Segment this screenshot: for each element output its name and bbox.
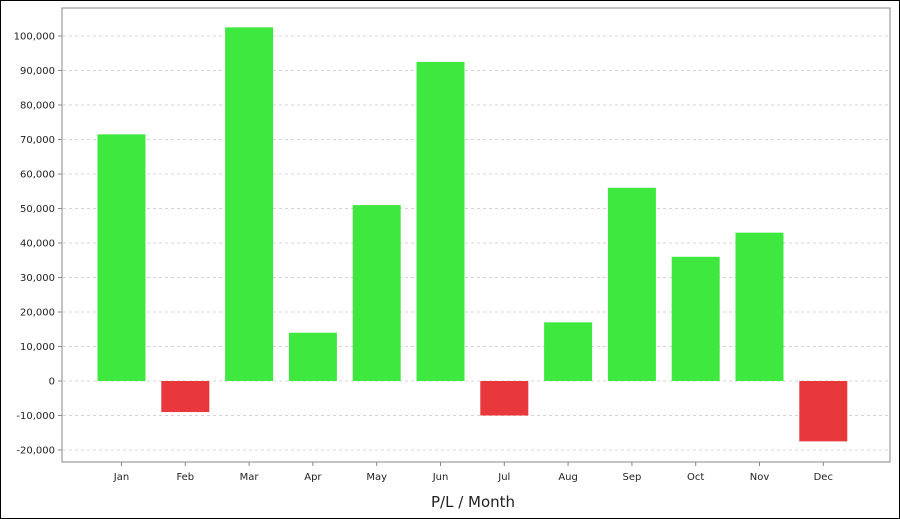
y-tick-label: 30,000: [20, 273, 55, 284]
x-tick-label: Nov: [750, 472, 770, 483]
x-tick-label: Jun: [432, 472, 449, 483]
x-tick-label: Sep: [622, 472, 641, 483]
y-tick-label: 40,000: [20, 239, 55, 250]
y-tick-label: 20,000: [20, 308, 55, 319]
bar-oct: [671, 256, 720, 381]
y-tick-label: 60,000: [20, 170, 55, 181]
bar-jul: [480, 381, 529, 416]
bars: [97, 27, 848, 442]
x-tick-label: Apr: [304, 472, 322, 483]
y-tick-label: -10,000: [16, 411, 55, 422]
x-tick-label: Mar: [240, 472, 260, 483]
bar-sep: [607, 187, 656, 381]
y-tick-label: 0: [49, 377, 55, 388]
bar-apr: [288, 332, 337, 381]
y-tick-label: 80,000: [20, 101, 55, 112]
bar-mar: [225, 27, 274, 381]
bar-may: [352, 205, 401, 381]
bar-aug: [544, 322, 593, 381]
x-tick-label: Aug: [558, 472, 578, 483]
x-tick-label: Dec: [814, 472, 833, 483]
y-tick-label: 10,000: [20, 342, 55, 353]
y-tick-label: -20,000: [16, 446, 55, 457]
x-axis-ticks: Jan Feb Mar Apr May Jun Jul Aug Sep Oct Nov Dec: [113, 462, 833, 483]
x-tick-label: Jan: [113, 472, 129, 483]
y-tick-label: 70,000: [20, 135, 55, 146]
bar-jan: [97, 134, 146, 381]
y-tick-label: 50,000: [20, 204, 55, 215]
y-tick-label: 100,000: [14, 32, 55, 43]
x-tick-label: Jul: [497, 472, 510, 483]
bar-nov: [735, 232, 784, 381]
bar-feb: [161, 381, 210, 413]
y-tick-label: 90,000: [20, 66, 55, 77]
x-tick-label: Oct: [687, 472, 704, 483]
bar-jun: [416, 61, 465, 381]
bar-dec: [799, 381, 848, 442]
x-axis-label: P/L / Month: [431, 493, 515, 511]
y-axis-ticks: -20,000 -10,000 0 10,000 20,000 30,000 40,000 5…: [14, 32, 62, 457]
x-tick-label: May: [366, 472, 387, 483]
x-tick-label: Feb: [176, 472, 194, 483]
